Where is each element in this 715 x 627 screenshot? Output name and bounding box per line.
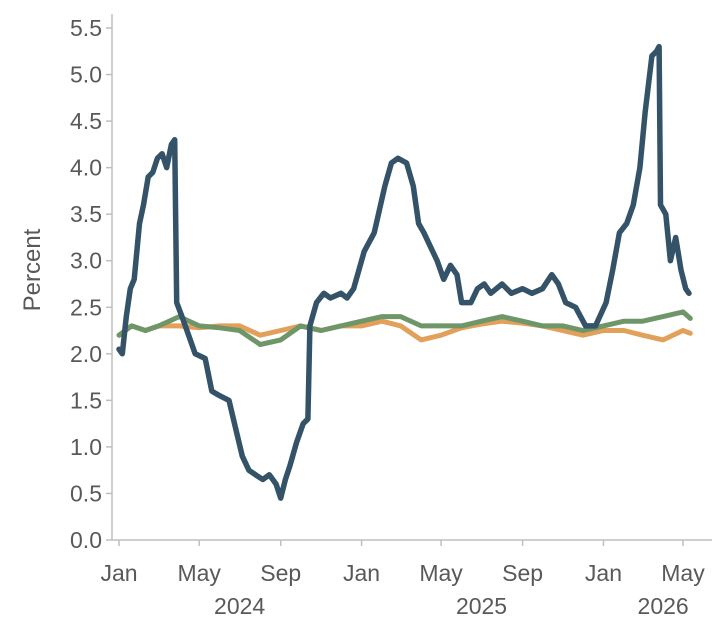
y-tick-label: 3.5: [70, 201, 102, 227]
y-tick-label: 2.0: [70, 341, 102, 367]
x-year-label: 2025: [456, 593, 507, 619]
x-tick-label: Sep: [260, 560, 301, 586]
x-tick-label: May: [177, 560, 221, 586]
y-tick-label: 4.5: [70, 108, 102, 134]
y-tick-label: 2.5: [70, 294, 102, 320]
y-tick-label: 5.0: [70, 62, 102, 88]
y-tick-label: 1.0: [70, 434, 102, 460]
x-tick-label: May: [661, 560, 705, 586]
x-tick-label: Sep: [502, 560, 543, 586]
x-tick-label: May: [419, 560, 463, 586]
x-tick-label: Jan: [100, 560, 137, 586]
y-tick-label: 1.5: [70, 387, 102, 413]
y-tick-label: 0.0: [70, 527, 102, 553]
x-tick-label: Jan: [585, 560, 622, 586]
x-year-label: 2026: [638, 593, 689, 619]
y-tick-label: 0.5: [70, 480, 102, 506]
y-tick-label: 5.5: [70, 15, 102, 41]
series-line-3: [116, 309, 693, 347]
series-line-1: [116, 43, 692, 501]
y-axis-title: Percent: [19, 228, 46, 311]
y-tick-label: 4.0: [70, 155, 102, 181]
x-tick-label: Jan: [343, 560, 380, 586]
x-year-label: 2024: [214, 593, 265, 619]
y-tick-label: 3.0: [70, 248, 102, 274]
